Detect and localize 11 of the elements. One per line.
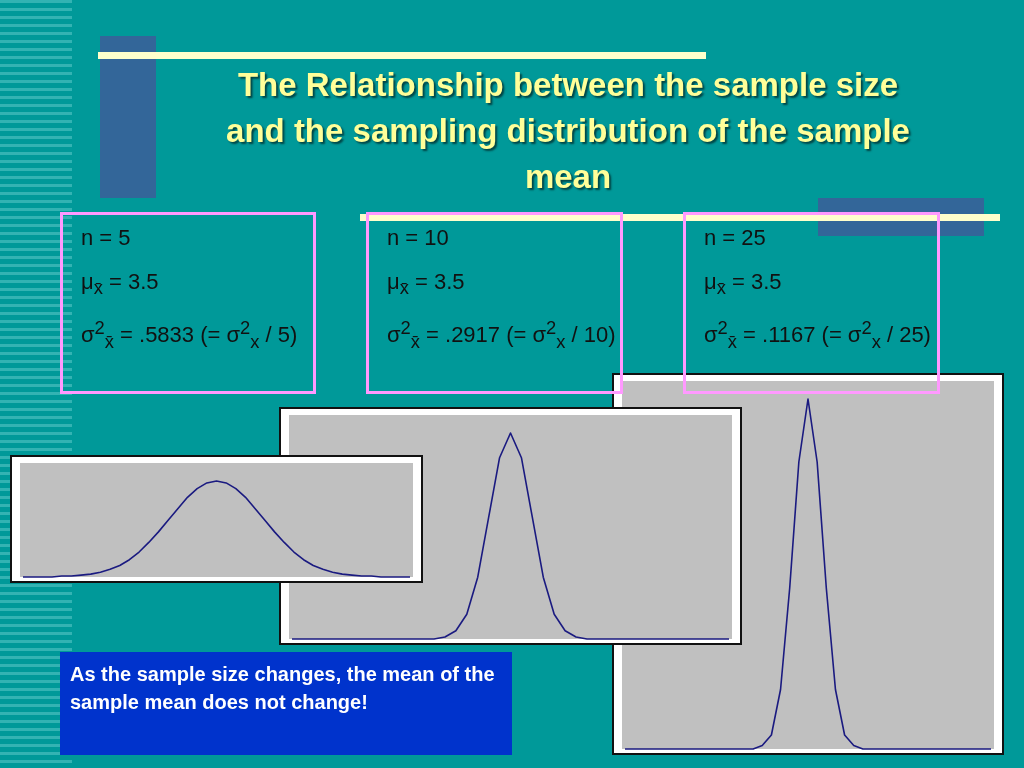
text: As the sample size changes, the mean of the sample mean does not change! — [70, 662, 496, 715]
text: σ$^{2}$$_{x̄}$ = .5833 (= σ$^{2}$$_{x}$ / 5) — [81, 317, 299, 354]
text: μ$_{x̄}$ = 3.5 — [81, 269, 160, 300]
text: The Relationship between the sample size and the sampling distribution of the sample mean — [225, 65, 911, 197]
text: σ$^{2}$$_{x̄}$ = .1167 (= σ$^{2}$$_{x}$ / 25) — [704, 317, 932, 354]
text: σ$^{2}$$_{x̄}$ = .2917 (= σ$^{2}$$_{x}$ / 10) — [387, 317, 617, 354]
text: n = 5 — [81, 225, 132, 251]
text: μ$_{x̄}$ = 3.5 — [704, 269, 783, 300]
text: μ$_{x̄}$ = 3.5 — [387, 269, 466, 300]
text: n = 10 — [387, 225, 450, 251]
text: n = 25 — [704, 225, 767, 251]
